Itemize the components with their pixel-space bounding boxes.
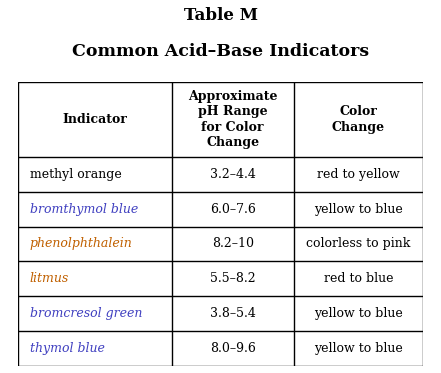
- Text: Color
Change: Color Change: [332, 105, 385, 134]
- Text: 3.2–4.4: 3.2–4.4: [210, 168, 256, 181]
- Text: Common Acid–Base Indicators: Common Acid–Base Indicators: [72, 43, 369, 60]
- Text: bromthymol blue: bromthymol blue: [30, 203, 138, 216]
- Text: 8.2–10: 8.2–10: [212, 238, 254, 251]
- Text: yellow to blue: yellow to blue: [314, 203, 403, 216]
- Text: 8.0–9.6: 8.0–9.6: [210, 342, 256, 355]
- Text: phenolphthalein: phenolphthalein: [30, 238, 133, 251]
- Text: Table M: Table M: [183, 7, 258, 25]
- Text: colorless to pink: colorless to pink: [306, 238, 411, 251]
- Text: red to yellow: red to yellow: [317, 168, 400, 181]
- Text: Approximate
pH Range
for Color
Change: Approximate pH Range for Color Change: [188, 90, 277, 149]
- Text: thymol blue: thymol blue: [30, 342, 105, 355]
- Text: 6.0–7.6: 6.0–7.6: [210, 203, 256, 216]
- Text: red to blue: red to blue: [324, 272, 393, 285]
- Text: 3.8–5.4: 3.8–5.4: [210, 307, 256, 320]
- Text: yellow to blue: yellow to blue: [314, 307, 403, 320]
- Text: 5.5–8.2: 5.5–8.2: [210, 272, 255, 285]
- Text: bromcresol green: bromcresol green: [30, 307, 142, 320]
- Text: methyl orange: methyl orange: [30, 168, 122, 181]
- Text: litmus: litmus: [30, 272, 69, 285]
- Text: Indicator: Indicator: [62, 113, 127, 126]
- Text: yellow to blue: yellow to blue: [314, 342, 403, 355]
